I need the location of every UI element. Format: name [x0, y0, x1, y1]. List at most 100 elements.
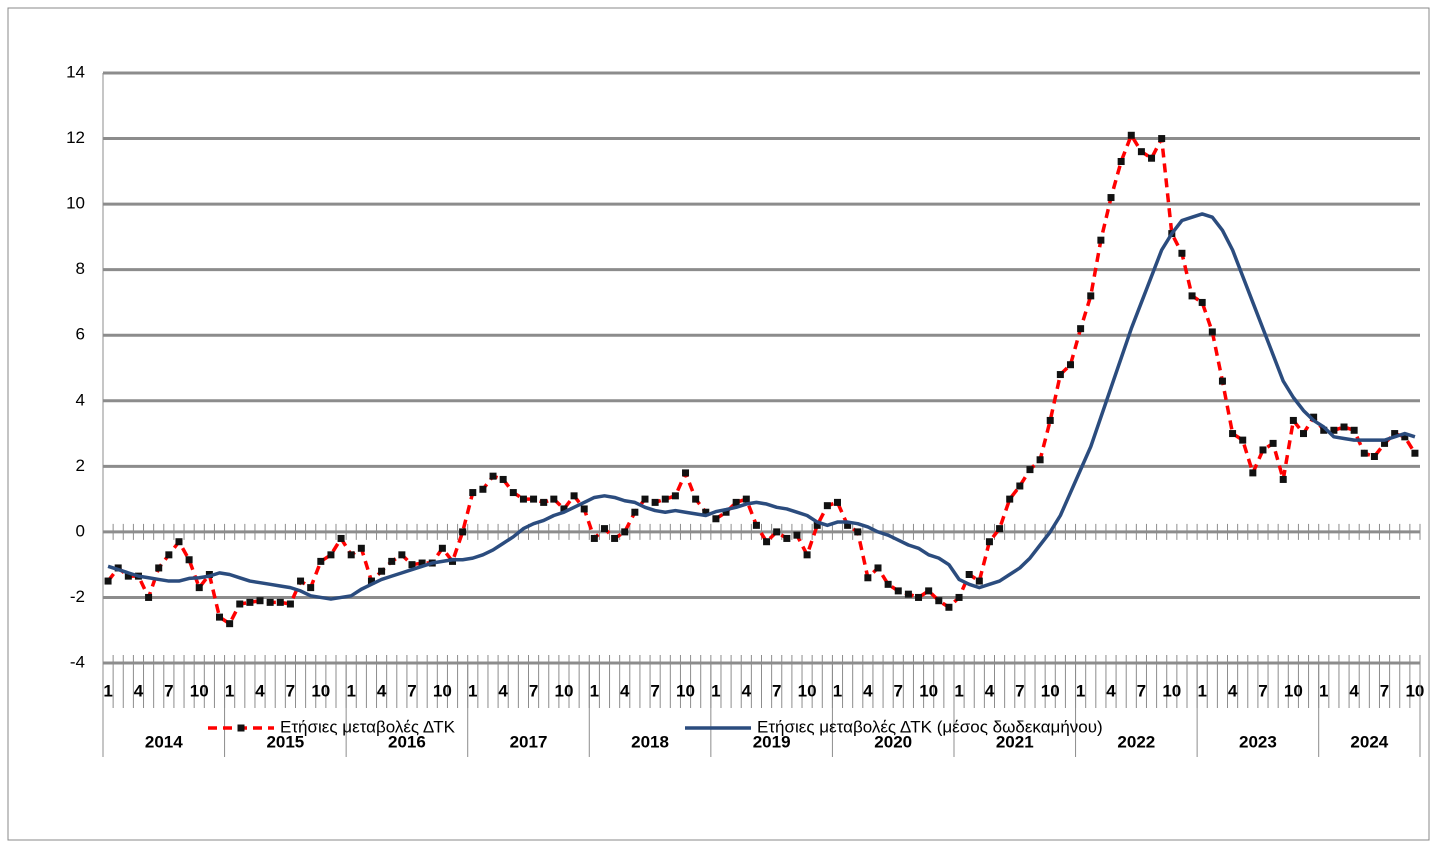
y-tick-label: 8 [76, 259, 85, 278]
data-point [408, 561, 416, 569]
year-label: 2022 [1117, 732, 1155, 751]
x-tick-label: 7 [407, 681, 416, 700]
data-point [1158, 135, 1166, 143]
data-point [286, 600, 294, 608]
data-point [357, 544, 365, 552]
x-tick-label: 7 [529, 681, 538, 700]
x-tick-label: 4 [1228, 681, 1238, 700]
year-label: 2018 [631, 732, 669, 751]
x-tick-label: 4 [377, 681, 387, 700]
data-point [651, 498, 659, 506]
data-point [388, 557, 396, 565]
data-point [519, 495, 527, 503]
data-point [945, 603, 953, 611]
data-point [793, 531, 801, 539]
data-point [732, 498, 740, 506]
year-label: 2023 [1239, 732, 1277, 751]
data-point [347, 551, 355, 559]
legend-marker [237, 724, 245, 732]
data-point [1239, 436, 1247, 444]
data-point [530, 495, 538, 503]
data-point [1137, 148, 1145, 156]
data-point [195, 584, 203, 592]
data-point [226, 620, 234, 628]
data-point [1320, 426, 1328, 434]
y-tick-label: 2 [76, 456, 85, 475]
data-point [540, 498, 548, 506]
data-point [1218, 377, 1226, 385]
data-point [1340, 423, 1348, 431]
data-point [671, 492, 679, 500]
data-point [611, 534, 619, 542]
x-tick-label: 1 [346, 681, 355, 700]
data-point [104, 577, 112, 585]
data-point [935, 597, 943, 605]
data-point [276, 598, 284, 606]
data-point [1148, 154, 1156, 162]
data-point [479, 485, 487, 493]
data-point [975, 577, 983, 585]
x-tick-label: 7 [650, 681, 659, 700]
data-point [894, 587, 902, 595]
x-tick-label: 1 [103, 681, 112, 700]
data-point [1381, 439, 1389, 447]
data-point [398, 551, 406, 559]
x-tick-label: 7 [1137, 681, 1146, 700]
data-point [1188, 292, 1196, 300]
x-tick-label: 7 [164, 681, 173, 700]
data-point [996, 525, 1004, 533]
year-label: 2021 [996, 732, 1034, 751]
data-point [438, 544, 446, 552]
data-point [367, 577, 375, 585]
data-point [854, 528, 862, 536]
x-tick-label: 10 [1162, 681, 1181, 700]
data-point [1370, 453, 1378, 460]
x-tick-label: 1 [225, 681, 234, 700]
x-tick-label: 10 [1405, 681, 1424, 700]
data-point [378, 567, 386, 575]
data-point [813, 521, 821, 529]
x-tick-label: 4 [985, 681, 995, 700]
data-point [266, 598, 274, 606]
data-point [1026, 466, 1034, 474]
data-point [236, 600, 244, 608]
data-point [1259, 446, 1267, 454]
x-tick-label: 10 [554, 681, 573, 700]
legend-label: Ετήσιες μεταβολές ΔΤΚ (μέσος δωδεκαμήνου… [757, 717, 1103, 736]
legend-label: Ετήσιες μεταβολές ΔΤΚ [280, 717, 456, 736]
x-tick-label: 4 [1106, 681, 1116, 700]
data-point [1046, 416, 1054, 424]
x-tick-label: 1 [954, 681, 963, 700]
data-point [1330, 426, 1338, 434]
data-point [833, 498, 841, 506]
x-tick-label: 1 [1076, 681, 1085, 700]
data-point [489, 472, 497, 480]
data-point [1208, 328, 1216, 336]
data-point [773, 528, 781, 536]
x-tick-label: 10 [1284, 681, 1303, 700]
x-tick-label: 7 [772, 681, 781, 700]
data-point [1360, 449, 1368, 457]
data-point [1066, 361, 1074, 369]
data-point [692, 495, 700, 503]
data-point [590, 534, 598, 542]
y-tick-label: -4 [70, 652, 85, 671]
data-point [1127, 131, 1135, 139]
data-point [185, 556, 193, 564]
y-tick-label: -2 [70, 587, 85, 606]
data-point [1249, 469, 1257, 477]
x-tick-label: 7 [1015, 681, 1024, 700]
data-point [661, 495, 669, 503]
data-point [155, 564, 163, 572]
x-tick-label: 7 [286, 681, 295, 700]
x-tick-label: 4 [498, 681, 508, 700]
data-point [509, 489, 517, 497]
data-point [317, 557, 325, 565]
data-point [1269, 439, 1277, 447]
data-point [256, 597, 264, 605]
data-point [783, 534, 791, 542]
year-label: 2014 [145, 732, 183, 751]
data-point [844, 521, 852, 529]
data-point [459, 528, 467, 536]
data-point [904, 590, 912, 598]
